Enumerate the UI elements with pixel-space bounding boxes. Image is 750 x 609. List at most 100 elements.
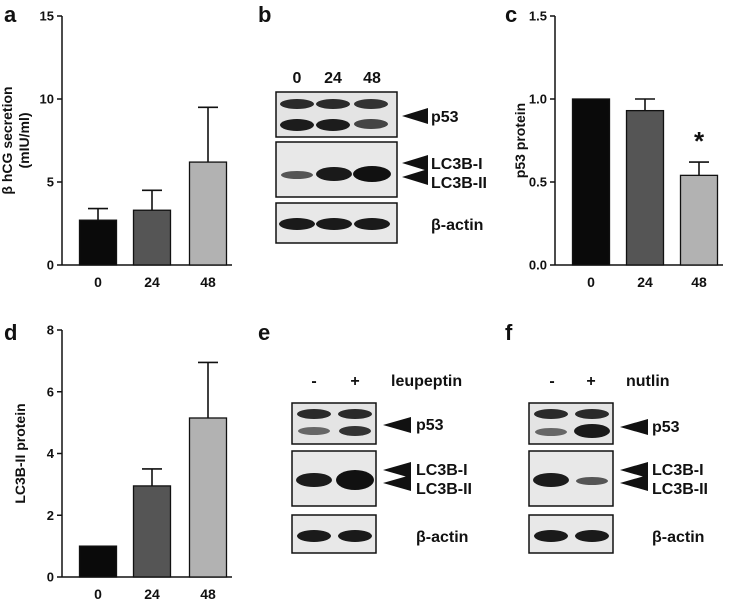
- y-tick-label: 8: [47, 323, 54, 338]
- lane-label: +: [586, 373, 595, 390]
- blot-label-lc3b-i: LC3B-I: [431, 156, 483, 173]
- bar-24: [625, 109, 665, 266]
- bar-24: [132, 209, 172, 266]
- y-tick-label: 4: [47, 446, 55, 461]
- bar-0: [78, 219, 118, 266]
- y-tick-label: 10: [40, 92, 54, 107]
- blot-band: [339, 426, 371, 436]
- blot-strip-p53: [291, 402, 377, 445]
- lane-label: +: [350, 373, 359, 390]
- y-tick-label: 5: [47, 175, 54, 190]
- y-tick-label: 1.0: [529, 92, 547, 107]
- blot-band: [316, 99, 350, 109]
- blot-band: [298, 427, 330, 435]
- treatment-label: leupeptin: [391, 373, 462, 390]
- blot-band: [575, 530, 609, 542]
- x-category-label: 24: [144, 586, 160, 602]
- blot-band: [533, 473, 569, 487]
- blot-band: [279, 218, 315, 230]
- blot-band: [534, 530, 568, 542]
- x-category-label: 0: [587, 274, 595, 290]
- panel-letter-e: e: [258, 320, 270, 345]
- bar-48: [188, 161, 228, 266]
- blot-band: [296, 473, 332, 487]
- y-axis-label-units: (mIU/ml): [16, 113, 32, 169]
- blot-panel-f: - + nutlin p53 LC3B-I LC3B-II β-actin: [528, 373, 708, 554]
- arrowhead-icon: [383, 417, 411, 433]
- y-axis-label: LC3B-II protein: [12, 403, 28, 503]
- blot-label-actin: β-actin: [652, 529, 704, 546]
- panel-letter-a: a: [4, 2, 17, 27]
- arrowhead-icon: [402, 155, 428, 171]
- panel-letter-d: d: [4, 320, 17, 345]
- blot-band: [316, 119, 350, 131]
- arrowhead-icon: [402, 108, 428, 124]
- x-category-label: 0: [94, 274, 102, 290]
- panel-letter-f: f: [505, 320, 513, 345]
- blot-panel-b: 0 24 48 p53 LC3B-I LC3B-II β-actin: [275, 70, 487, 244]
- y-tick-label: 0: [47, 258, 54, 273]
- x-category-label: 0: [94, 586, 102, 602]
- blot-band: [575, 409, 609, 419]
- blot-label-lc3b-ii: LC3B-II: [652, 481, 708, 498]
- blot-band: [534, 409, 568, 419]
- y-tick-label: 6: [47, 384, 54, 399]
- arrowhead-icon: [383, 462, 411, 478]
- y-axis-label: p53 protein: [512, 103, 528, 178]
- blot-band: [338, 409, 372, 419]
- blot-band: [316, 167, 352, 181]
- panel-letter-c: c: [505, 2, 517, 27]
- x-category-label: 48: [691, 274, 707, 290]
- chart-panel-a: 0 5 10 15 0 24 48 β hCG secretion (mIU/ml): [0, 9, 232, 290]
- y-tick-label: 0: [47, 570, 54, 585]
- treatment-label: nutlin: [626, 373, 670, 390]
- bar-0: [78, 545, 118, 578]
- blot-band: [280, 99, 314, 109]
- bar-24: [132, 485, 172, 578]
- blot-label-p53: p53: [431, 109, 459, 126]
- bar-0: [571, 98, 611, 266]
- bar-48: [679, 174, 719, 266]
- lane-label: -: [311, 373, 316, 390]
- lane-label: 0: [293, 70, 302, 87]
- y-tick-label: 2: [47, 508, 54, 523]
- y-tick-label: 0.0: [529, 258, 547, 273]
- y-axis-label: β hCG secretion: [0, 86, 15, 194]
- arrowhead-icon: [383, 475, 411, 491]
- arrowhead-icon: [620, 419, 648, 435]
- blot-label-actin: β-actin: [416, 529, 468, 546]
- lane-label: -: [549, 373, 554, 390]
- arrowhead-icon: [620, 462, 648, 478]
- x-category-label: 24: [637, 274, 653, 290]
- blot-label-lc3b-ii: LC3B-II: [431, 175, 487, 192]
- blot-panel-e: - + leupeptin p53 LC3B-I LC3B-II β-actin: [291, 373, 472, 554]
- blot-band: [574, 424, 610, 438]
- panel-letter-b: b: [258, 2, 271, 27]
- arrowhead-icon: [620, 475, 648, 491]
- x-category-label: 48: [200, 586, 216, 602]
- blot-band: [336, 470, 374, 490]
- blot-band: [354, 119, 388, 129]
- y-tick-label: 0.5: [529, 175, 547, 190]
- blot-label-lc3b-i: LC3B-I: [652, 462, 704, 479]
- blot-band: [297, 530, 331, 542]
- blot-label-p53: p53: [652, 419, 680, 436]
- y-tick-label: 15: [40, 9, 54, 24]
- blot-label-actin: β-actin: [431, 217, 483, 234]
- blot-band: [535, 428, 567, 436]
- blot-label-lc3b-ii: LC3B-II: [416, 481, 472, 498]
- x-category-label: 48: [200, 274, 216, 290]
- arrowhead-icon: [402, 169, 428, 185]
- blot-strip-p53: [528, 402, 614, 445]
- x-category-label: 24: [144, 274, 160, 290]
- blot-label-lc3b-i: LC3B-I: [416, 462, 468, 479]
- blot-band: [576, 477, 608, 485]
- blot-band: [316, 218, 352, 230]
- blot-band: [354, 99, 388, 109]
- bar-48: [188, 417, 228, 578]
- blot-band: [297, 409, 331, 419]
- y-tick-label: 1.5: [529, 9, 547, 24]
- lane-label: 24: [324, 70, 342, 87]
